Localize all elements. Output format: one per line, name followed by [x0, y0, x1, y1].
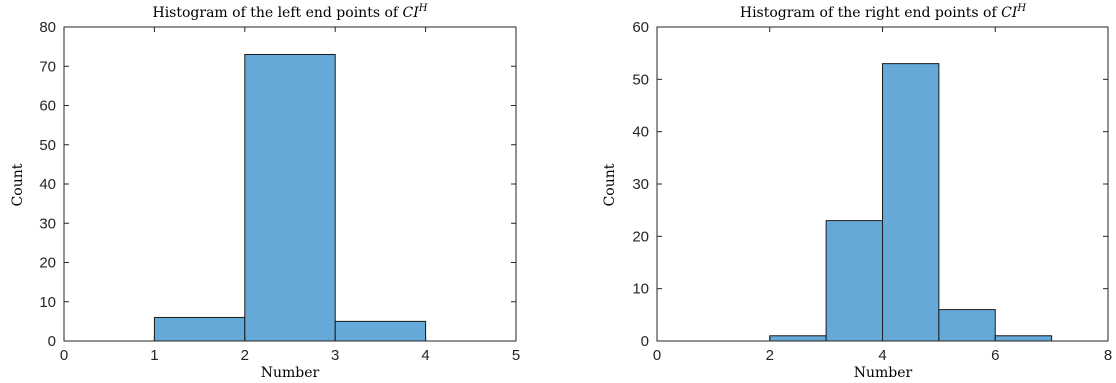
right-x-tick-label: 6 [991, 347, 999, 364]
left-x-tick-label: 1 [150, 347, 158, 364]
right-y-tick-label: 50 [632, 71, 649, 88]
right-bar-3 [938, 309, 996, 342]
right-y-tick-label: 30 [632, 176, 649, 193]
left-y-tick-label: 70 [39, 58, 56, 75]
left-x-ticks: 0 1 2 3 4 5 [60, 27, 520, 364]
right-y-tick-label: 40 [632, 124, 649, 141]
right-y-axis-label: Count [602, 163, 618, 206]
right-y-tick-label: 0 [641, 333, 649, 350]
left-histogram: Histogram of the left end points of CIH … [10, 3, 520, 381]
left-y-axis-label: Count [10, 163, 26, 206]
right-y-ticks: 0 10 20 30 40 50 60 [632, 19, 1108, 350]
left-bar-0 [153, 316, 246, 342]
left-y-tick-label: 10 [39, 294, 56, 311]
right-y-tick-label: 20 [632, 228, 649, 245]
left-bars [153, 53, 427, 342]
right-chart-title: Histogram of the right end points of CIH [740, 3, 1027, 21]
left-x-tick-label: 5 [512, 347, 520, 364]
left-x-tick-label: 3 [331, 347, 339, 364]
left-x-tick-label: 0 [60, 347, 68, 364]
left-y-ticks: 0 10 20 30 40 50 60 70 80 [39, 19, 516, 350]
left-bar-1 [244, 53, 336, 342]
right-x-tick-label: 4 [878, 347, 886, 364]
left-bar-2 [334, 320, 427, 342]
left-y-tick-label: 0 [48, 333, 56, 350]
right-y-tick-label: 60 [632, 19, 649, 36]
left-y-tick-label: 30 [39, 215, 56, 232]
right-x-axis-label: Number [854, 365, 913, 381]
right-x-ticks: 0 2 4 6 8 [653, 27, 1112, 364]
left-x-tick-label: 4 [421, 347, 429, 364]
left-y-tick-label: 80 [39, 19, 56, 36]
right-bar-0 [769, 335, 827, 342]
right-bar-1 [825, 220, 883, 342]
left-y-tick-label: 50 [39, 137, 56, 154]
right-bar-2 [882, 63, 940, 342]
left-x-tick-label: 2 [241, 347, 249, 364]
left-chart-title: Histogram of the left end points of CIH [152, 3, 427, 21]
left-y-tick-label: 40 [39, 176, 56, 193]
right-bar-4 [994, 335, 1053, 342]
left-y-tick-label: 60 [39, 98, 56, 115]
right-x-tick-label: 0 [653, 347, 661, 364]
right-histogram: Histogram of the right end points of CIH… [602, 3, 1112, 381]
right-x-tick-label: 8 [1104, 347, 1112, 364]
right-bars [769, 63, 1053, 342]
left-x-axis-label: Number [261, 365, 320, 381]
right-x-tick-label: 2 [766, 347, 774, 364]
right-y-tick-label: 10 [632, 281, 649, 298]
left-y-tick-label: 20 [39, 255, 56, 272]
